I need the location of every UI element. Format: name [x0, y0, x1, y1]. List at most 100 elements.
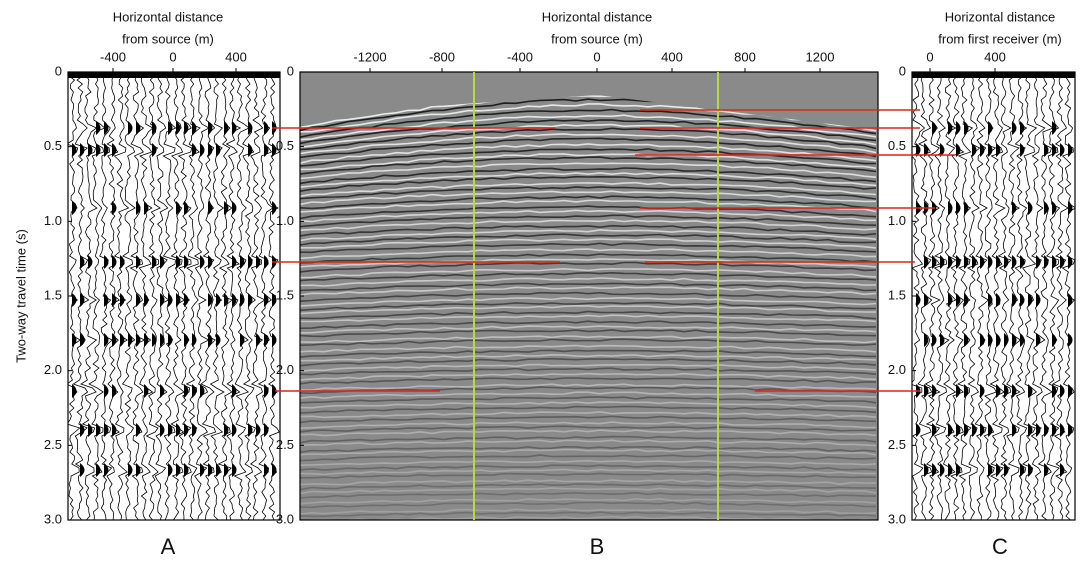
reflection-band — [300, 248, 877, 260]
trace-lobe — [88, 255, 93, 269]
trace-lobe — [940, 255, 945, 269]
reflection-band — [300, 435, 877, 444]
trace-lobe — [1044, 255, 1049, 269]
reflection-band — [300, 501, 877, 509]
trace-lobe — [948, 255, 953, 269]
reflection-band — [300, 267, 877, 279]
trace-lobe — [256, 423, 261, 437]
x-tick-label: 800 — [734, 49, 756, 64]
trace-lobe — [264, 333, 269, 347]
trace — [967, 75, 981, 520]
y-tick-label: 1.0 — [888, 213, 906, 228]
trace-lobe — [932, 463, 937, 477]
panel-label: C — [992, 534, 1008, 559]
reflection-band — [300, 205, 877, 220]
trace-lobe — [1060, 255, 1065, 269]
reflection-band — [300, 448, 877, 456]
trace-lobe — [216, 463, 221, 477]
panel-label: B — [590, 534, 605, 559]
y-tick-label: 0 — [287, 63, 294, 78]
first-break — [912, 72, 1075, 78]
trace-lobe — [120, 293, 125, 307]
trace-lobe — [1036, 333, 1041, 347]
reflection-band — [300, 195, 877, 210]
trace-lobe — [144, 384, 149, 398]
trace-lobe — [956, 255, 961, 269]
trace-lobe — [272, 384, 277, 398]
trace-lobe — [1068, 255, 1073, 269]
trace-lobe — [192, 143, 197, 157]
trace-lobe — [104, 423, 109, 437]
trace-lobe — [940, 463, 945, 477]
reflection-band — [300, 410, 877, 419]
trace-lobe — [144, 333, 149, 347]
reflection-band — [300, 459, 877, 466]
reflection-band — [300, 511, 877, 518]
trace-lobe — [88, 423, 93, 437]
trace-lobe — [924, 333, 929, 347]
reflection-band — [300, 261, 877, 273]
trace-lobe — [176, 121, 181, 135]
trace-lobe — [80, 255, 85, 269]
trace-lobe — [1004, 255, 1009, 269]
trace-lobe — [1044, 423, 1049, 437]
reflection-band — [300, 172, 877, 188]
trace-lobe — [988, 255, 993, 269]
trace-lobe — [972, 143, 977, 157]
trace-lobe — [232, 423, 237, 437]
reflection-band — [300, 338, 877, 346]
trace-lobe — [152, 333, 157, 347]
reflection-band — [300, 314, 877, 323]
trace-lobe — [200, 384, 205, 398]
trace-lobe — [232, 384, 237, 398]
reflection-band — [300, 405, 877, 414]
reflection-band — [300, 454, 877, 462]
reflection-band — [300, 271, 877, 282]
trace-lobe — [104, 463, 109, 477]
trace-lobe — [120, 333, 125, 347]
trace-lobe — [924, 463, 929, 477]
trace-lobe — [1020, 143, 1025, 157]
trace-lobe — [176, 201, 181, 215]
reflection-band — [300, 429, 877, 437]
trace-lobe — [232, 121, 237, 135]
trace — [942, 75, 957, 520]
reflection-band — [300, 425, 877, 433]
x-tick-label: 400 — [661, 49, 683, 64]
trace-lobe — [996, 384, 1001, 398]
reflection-band — [300, 156, 877, 175]
reflection-band — [300, 233, 877, 246]
x-tick-label: -1200 — [353, 49, 386, 64]
trace-lobe — [996, 255, 1001, 269]
trace-lobe — [980, 333, 985, 347]
trace-lobe — [248, 293, 253, 307]
reflection-band — [300, 357, 877, 367]
trace-lobe — [264, 143, 269, 157]
trace-lobe — [168, 423, 173, 437]
trace-lobe — [916, 293, 921, 307]
trace-lobe — [120, 255, 125, 269]
y-tick-label: 1.0 — [44, 213, 62, 228]
trace-lobe — [72, 293, 77, 307]
reflection-band — [300, 487, 877, 495]
trace-lobe — [1012, 423, 1017, 437]
trace-lobe — [940, 143, 945, 157]
trace-lobe — [224, 293, 229, 307]
reflection-band — [300, 304, 877, 315]
trace-lobe — [964, 333, 969, 347]
reflection-band — [300, 472, 877, 479]
trace-lobe — [232, 293, 237, 307]
y-tick-label: 2.0 — [276, 362, 294, 377]
trace-lobe — [96, 423, 101, 437]
reflection-band — [300, 377, 876, 385]
trace-lobe — [964, 201, 969, 215]
trace-lobe — [144, 293, 149, 307]
trace-lobe — [964, 384, 969, 398]
trace-lobe — [1044, 201, 1049, 215]
trace-lobe — [224, 423, 229, 437]
x-tick-label: 400 — [225, 49, 247, 64]
reflection-band — [300, 515, 877, 520]
trace-lobe — [272, 143, 277, 157]
trace-lobe — [168, 293, 173, 307]
trace-lobe — [264, 423, 269, 437]
